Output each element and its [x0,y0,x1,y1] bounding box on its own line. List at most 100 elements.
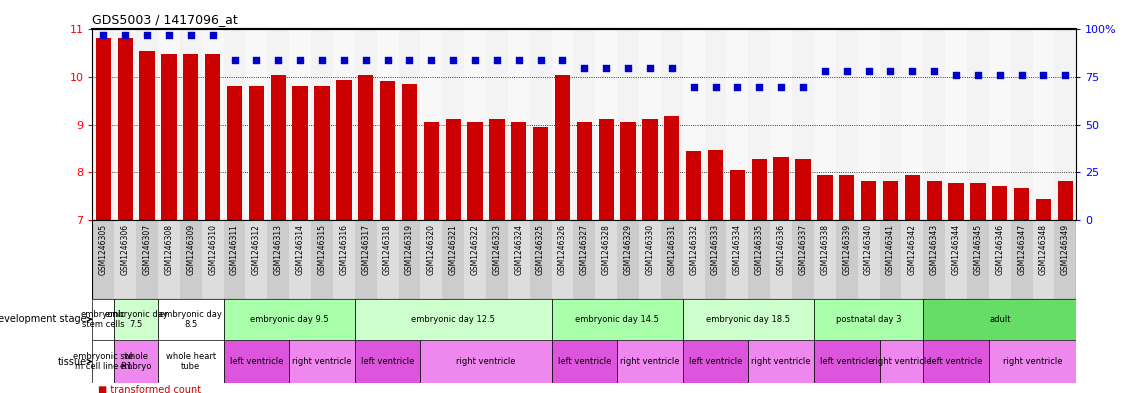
Text: GSM1246306: GSM1246306 [121,224,130,275]
Bar [577,122,592,220]
Text: right ventricle: right ventricle [1003,357,1063,366]
Bar [836,220,858,299]
Bar [683,340,748,383]
Bar [530,220,551,299]
Bar [442,220,464,299]
Bar [923,340,988,383]
Bar [402,84,417,220]
Bar [114,299,158,340]
Point [904,68,922,75]
Bar [770,29,792,220]
Point [356,57,374,63]
Bar [202,29,223,220]
Bar [92,29,114,220]
Bar [114,340,158,383]
Point [1056,72,1074,78]
Text: right ventricle: right ventricle [620,357,680,366]
Text: GSM1246330: GSM1246330 [646,224,655,275]
Bar [464,220,486,299]
Bar [223,29,246,220]
Bar [598,119,614,220]
Bar [486,220,508,299]
Point [379,57,397,63]
Bar [158,340,223,383]
Point [509,57,527,63]
Bar [923,299,1076,340]
Bar [574,220,595,299]
Text: GSM1246336: GSM1246336 [777,224,786,275]
Point [597,64,615,71]
Text: left ventricle: left ventricle [930,357,983,366]
Bar [926,181,942,220]
Bar [988,29,1011,220]
Bar [114,220,136,299]
Point [423,57,441,63]
Bar [468,122,482,220]
Bar [686,151,701,220]
Point [269,57,287,63]
Bar [748,29,770,220]
Point [619,64,637,71]
Text: GSM1246307: GSM1246307 [143,224,151,275]
Text: embryonic day 14.5: embryonic day 14.5 [575,315,659,324]
Bar [792,220,814,299]
Text: GSM1246305: GSM1246305 [99,224,108,275]
Text: GSM1246314: GSM1246314 [295,224,304,275]
Bar [380,81,396,220]
Point [181,32,199,39]
Bar [420,29,442,220]
Bar [902,29,923,220]
Point [991,72,1009,78]
Text: GSM1246340: GSM1246340 [864,224,873,275]
Point [95,32,113,39]
Point [444,57,462,63]
Text: GSM1246317: GSM1246317 [362,224,370,275]
Text: GSM1246341: GSM1246341 [886,224,895,275]
Bar [708,150,724,220]
Point [1035,72,1053,78]
Text: GSM1246321: GSM1246321 [449,224,458,275]
Text: GSM1246328: GSM1246328 [602,224,611,275]
Bar [355,29,376,220]
Bar [420,340,551,383]
Bar [205,54,220,220]
Bar [180,220,202,299]
Bar [618,340,683,383]
Bar [752,159,766,220]
Text: GSM1246312: GSM1246312 [252,224,260,275]
Bar [355,220,376,299]
Bar [1011,29,1032,220]
Point [1012,72,1030,78]
Bar [639,220,660,299]
Bar [96,38,110,220]
Bar [223,299,355,340]
Bar [442,29,464,220]
Point [160,32,178,39]
Bar [905,175,920,220]
Text: GSM1246348: GSM1246348 [1039,224,1048,275]
Bar [970,183,985,220]
Bar [551,340,618,383]
Point [793,83,811,90]
Point [575,64,593,71]
Bar [902,220,923,299]
Text: whole
embryo: whole embryo [119,352,152,371]
Bar [683,29,704,220]
Point [204,32,222,39]
Bar [621,122,636,220]
Text: ■ transformed count: ■ transformed count [98,385,202,393]
Text: left ventricle: left ventricle [361,357,415,366]
Point [641,64,659,71]
Text: GSM1246322: GSM1246322 [471,224,479,275]
Text: GSM1246315: GSM1246315 [318,224,327,275]
Text: GSM1246324: GSM1246324 [514,224,523,275]
Bar [464,29,486,220]
Bar [551,220,574,299]
Bar [158,299,223,340]
Bar [814,29,836,220]
Bar [161,54,177,220]
Bar [988,220,1011,299]
Bar [704,29,727,220]
Bar [817,175,833,220]
Bar [727,29,748,220]
